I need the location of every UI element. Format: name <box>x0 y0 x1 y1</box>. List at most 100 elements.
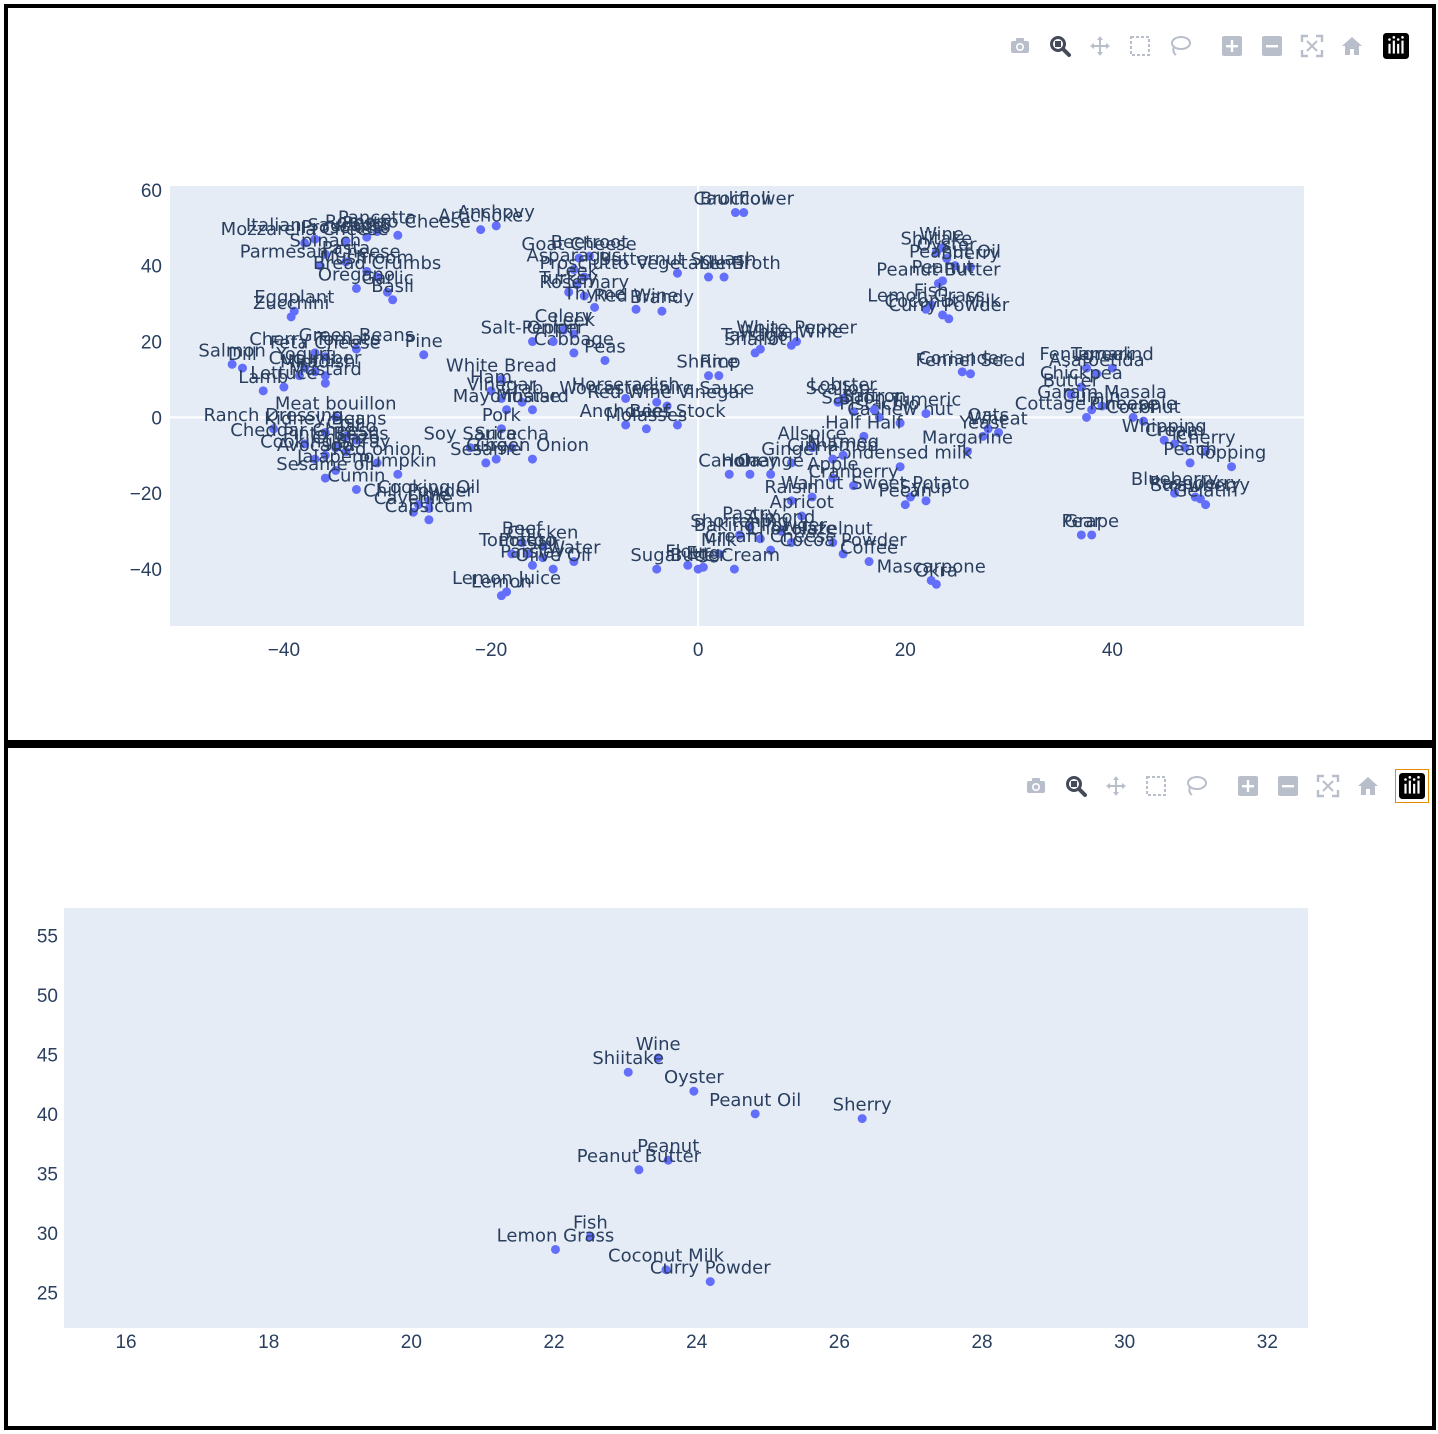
data-point[interactable] <box>341 431 351 441</box>
data-point[interactable] <box>957 367 967 377</box>
data-point[interactable] <box>393 469 403 479</box>
data-point[interactable] <box>372 458 382 468</box>
data-point[interactable] <box>414 500 424 510</box>
zoom-out-button[interactable] <box>1268 770 1308 802</box>
data-point[interactable] <box>572 280 582 290</box>
data-point[interactable] <box>978 431 988 441</box>
data-point[interactable] <box>1087 530 1097 540</box>
data-point[interactable] <box>331 443 341 453</box>
data-point[interactable] <box>372 272 382 282</box>
data-point[interactable] <box>1180 443 1190 453</box>
data-point[interactable] <box>502 405 512 415</box>
data-point[interactable] <box>320 249 330 259</box>
data-point[interactable] <box>320 371 330 381</box>
data-point[interactable] <box>362 232 372 242</box>
data-point[interactable] <box>745 522 755 532</box>
data-point[interactable] <box>527 454 537 464</box>
data-point[interactable] <box>1128 412 1138 422</box>
lasso-select-button[interactable] <box>1160 30 1200 62</box>
data-point[interactable] <box>729 564 739 574</box>
reset-axes-button[interactable] <box>1332 30 1372 62</box>
data-point[interactable] <box>300 439 310 449</box>
data-point[interactable] <box>705 1277 715 1287</box>
data-point[interactable] <box>704 272 714 282</box>
data-point[interactable] <box>921 304 931 314</box>
data-point[interactable] <box>294 371 304 381</box>
data-point[interactable] <box>320 352 330 362</box>
data-point[interactable] <box>320 473 330 483</box>
data-point[interactable] <box>491 454 501 464</box>
data-point[interactable] <box>797 511 807 521</box>
data-point[interactable] <box>828 473 838 483</box>
data-point[interactable] <box>341 236 351 246</box>
data-point[interactable] <box>600 355 610 365</box>
data-point[interactable] <box>1201 500 1211 510</box>
data-point[interactable] <box>828 538 838 548</box>
data-point[interactable] <box>502 587 512 597</box>
data-point[interactable] <box>481 458 491 468</box>
data-point[interactable] <box>310 367 320 377</box>
data-point[interactable] <box>351 283 361 293</box>
data-point[interactable] <box>1076 382 1086 392</box>
data-point[interactable] <box>579 272 589 282</box>
data-point[interactable] <box>1201 447 1211 457</box>
data-point[interactable] <box>227 359 237 369</box>
data-point[interactable] <box>550 1244 560 1254</box>
data-point[interactable] <box>641 424 651 434</box>
data-point[interactable] <box>548 337 558 347</box>
data-point[interactable] <box>631 304 641 314</box>
data-point[interactable] <box>351 484 361 494</box>
data-point[interactable] <box>569 348 579 358</box>
data-point[interactable] <box>538 541 548 551</box>
data-point[interactable] <box>786 538 796 548</box>
data-point[interactable] <box>331 412 341 422</box>
data-point[interactable] <box>933 278 943 288</box>
data-point[interactable] <box>237 363 247 373</box>
data-point[interactable] <box>689 1086 699 1096</box>
plotly-logo-button[interactable] <box>1395 769 1429 803</box>
data-point[interactable] <box>559 325 569 335</box>
data-point[interactable] <box>465 443 475 453</box>
data-point[interactable] <box>766 545 776 555</box>
data-point[interactable] <box>634 1165 644 1175</box>
data-point[interactable] <box>584 251 594 261</box>
plot-area[interactable] <box>64 908 1308 1328</box>
data-point[interactable] <box>1185 458 1195 468</box>
data-point[interactable] <box>341 257 351 267</box>
data-point[interactable] <box>351 435 361 445</box>
data-point[interactable] <box>828 454 838 464</box>
zoom-out-button[interactable] <box>1252 30 1292 62</box>
data-point[interactable] <box>320 428 330 438</box>
box-select-button[interactable] <box>1136 770 1176 802</box>
data-point[interactable] <box>905 492 915 502</box>
box-select-button[interactable] <box>1120 30 1160 62</box>
data-point[interactable] <box>388 295 398 305</box>
data-point[interactable] <box>1082 363 1092 373</box>
data-point[interactable] <box>859 431 869 441</box>
data-point[interactable] <box>507 443 517 453</box>
autoscale-button[interactable] <box>1292 30 1332 62</box>
data-point[interactable] <box>1138 416 1148 426</box>
zoom-button[interactable] <box>1040 30 1080 62</box>
data-point[interactable] <box>838 549 848 559</box>
data-point[interactable] <box>372 227 382 237</box>
data-point[interactable] <box>393 230 403 240</box>
data-point[interactable] <box>755 534 765 544</box>
data-point[interactable] <box>849 407 859 417</box>
data-point[interactable] <box>1170 439 1180 449</box>
data-point[interactable] <box>286 312 296 322</box>
data-point[interactable] <box>569 329 579 339</box>
data-point[interactable] <box>1227 462 1237 472</box>
data-point[interactable] <box>341 447 351 457</box>
data-point[interactable] <box>279 382 289 392</box>
data-point[interactable] <box>258 386 268 396</box>
data-point[interactable] <box>786 496 796 506</box>
data-point[interactable] <box>585 1231 595 1241</box>
data-point[interactable] <box>714 549 724 559</box>
camera-button[interactable] <box>1016 770 1056 802</box>
data-point[interactable] <box>579 291 589 301</box>
data-point[interactable] <box>574 253 584 263</box>
data-point[interactable] <box>300 363 310 373</box>
data-point[interactable] <box>491 221 501 231</box>
data-point[interactable] <box>623 1067 633 1077</box>
